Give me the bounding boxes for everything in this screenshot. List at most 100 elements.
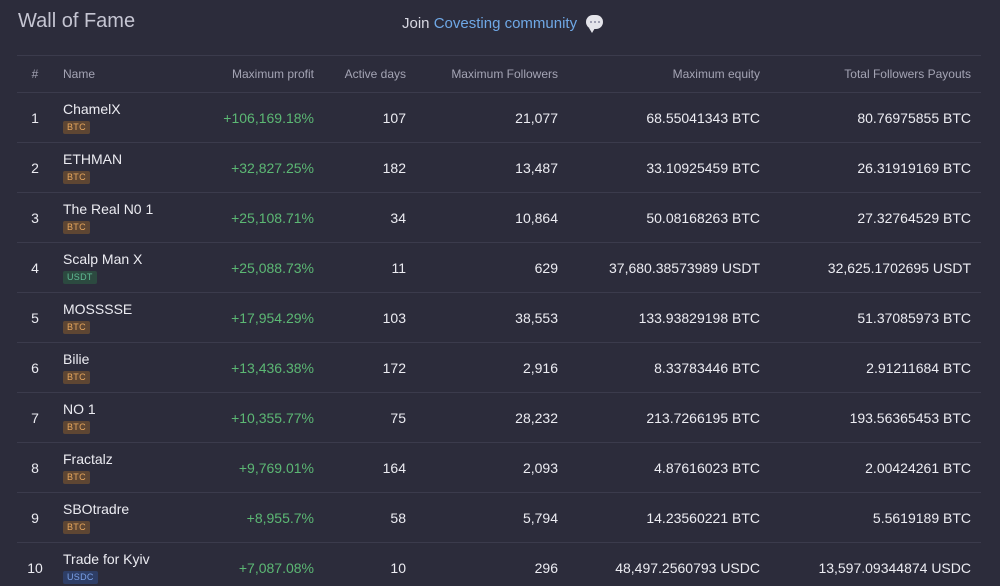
max-equity-value: 8.33783446 BTC	[654, 359, 760, 376]
table-row[interactable]: 9 SBOtradre BTC +8,955.7% 58 5,794 14.23…	[17, 493, 981, 543]
max-followers-value: 10,864	[515, 209, 558, 226]
total-payouts-value: 32,625.1702695 USDT	[827, 259, 971, 276]
currency-badge: BTC	[63, 221, 90, 234]
max-equity-value: 4.87616023 BTC	[654, 459, 760, 476]
trader-name-cell: ChamelX BTC	[53, 93, 200, 143]
max-profit-value: +17,954.29%	[231, 309, 314, 326]
currency-badge: BTC	[63, 421, 90, 434]
column-header-max-equity[interactable]: Maximum equity	[672, 67, 760, 81]
trader-name-link[interactable]: Bilie	[63, 351, 90, 367]
total-payouts-value: 2.91211684 BTC	[866, 359, 971, 376]
active-days-value: 58	[390, 509, 406, 526]
row-index: 4	[31, 259, 39, 276]
row-index: 9	[31, 509, 39, 526]
max-equity-value: 50.08168263 BTC	[646, 209, 760, 226]
table-row[interactable]: 6 Bilie BTC +13,436.38% 172 2,916 8.3378…	[17, 343, 981, 393]
max-followers-value: 2,093	[522, 459, 558, 476]
currency-badge: USDT	[63, 271, 97, 284]
column-header-total-payouts[interactable]: Total Followers Payouts	[844, 67, 971, 81]
max-equity-value: 14.23560221 BTC	[646, 509, 760, 526]
currency-badge: USDC	[63, 571, 98, 584]
max-equity-value: 48,497.2560793 USDC	[615, 559, 760, 576]
currency-badge: BTC	[63, 121, 90, 134]
column-header-max-profit[interactable]: Maximum profit	[231, 67, 314, 81]
covesting-community-link[interactable]: Covesting community	[433, 15, 578, 32]
currency-badge: BTC	[63, 471, 90, 484]
trader-name-cell: NO 1 BTC	[53, 393, 200, 443]
max-equity-value: 33.10925459 BTC	[646, 159, 760, 176]
trader-name-cell: The Real N0 1 BTC	[53, 193, 200, 243]
active-days-value: 75	[390, 409, 406, 426]
trader-name-link[interactable]: ETHMAN	[63, 151, 123, 167]
column-header-name[interactable]: Name	[63, 67, 96, 81]
trader-name-link[interactable]: The Real N0 1	[63, 201, 154, 217]
table-row[interactable]: 2 ETHMAN BTC +32,827.25% 182 13,487 33.1…	[17, 143, 981, 193]
trader-name-link[interactable]: SBOtradre	[63, 501, 130, 517]
trader-name-cell: Bilie BTC	[53, 343, 200, 393]
active-days-value: 182	[382, 159, 406, 176]
trader-name-link[interactable]: Fractalz	[63, 451, 113, 467]
trader-name-link[interactable]: Trade for Kyiv	[63, 551, 150, 567]
total-payouts-value: 27.32764529 BTC	[857, 209, 971, 226]
row-index: 7	[31, 409, 39, 426]
max-profit-value: +25,088.73%	[231, 259, 314, 276]
total-payouts-value: 13,597.09344874 USDC	[818, 559, 971, 576]
max-followers-value: 28,232	[515, 409, 558, 426]
max-followers-value: 38,553	[515, 309, 558, 326]
max-followers-value: 5,794	[522, 509, 558, 526]
table-row[interactable]: 3 The Real N0 1 BTC +25,108.71% 34 10,86…	[17, 193, 981, 243]
table-header: # Name Maximum profit Active days Maximu…	[17, 55, 981, 93]
column-header-index[interactable]: #	[31, 67, 39, 81]
total-payouts-value: 51.37085973 BTC	[857, 309, 971, 326]
max-followers-value: 2,916	[522, 359, 558, 376]
row-index: 8	[31, 459, 39, 476]
max-followers-value: 296	[534, 559, 558, 576]
total-payouts-value: 80.76975855 BTC	[857, 109, 971, 126]
trader-name-link[interactable]: ChamelX	[63, 101, 121, 117]
table-row[interactable]: 4 Scalp Man X USDT +25,088.73% 11 629 37…	[17, 243, 981, 293]
max-equity-value: 133.93829198 BTC	[638, 309, 760, 326]
max-profit-value: +7,087.08%	[238, 559, 314, 576]
max-profit-value: +13,436.38%	[231, 359, 314, 376]
row-index: 3	[31, 209, 39, 226]
currency-badge: BTC	[63, 171, 90, 184]
column-header-active-days[interactable]: Active days	[344, 67, 406, 81]
trader-name-cell: Scalp Man X USDT	[53, 243, 200, 293]
trader-name-cell: MOSSSSE BTC	[53, 293, 200, 343]
active-days-value: 10	[390, 559, 406, 576]
table-row[interactable]: 10 Trade for Kyiv USDC +7,087.08% 10 296…	[17, 543, 981, 586]
table-row[interactable]: 8 Fractalz BTC +9,769.01% 164 2,093 4.87…	[17, 443, 981, 493]
page-header: Wall of Fame Join Covesting community	[0, 0, 1000, 48]
max-profit-value: +106,169.18%	[223, 109, 314, 126]
total-payouts-value: 5.5619189 BTC	[872, 509, 971, 526]
row-index: 6	[31, 359, 39, 376]
table-body: 1 ChamelX BTC +106,169.18% 107 21,077 68…	[17, 93, 981, 586]
table-header-row: # Name Maximum profit Active days Maximu…	[17, 55, 981, 93]
active-days-value: 11	[391, 259, 406, 276]
table-row[interactable]: 1 ChamelX BTC +106,169.18% 107 21,077 68…	[17, 93, 981, 143]
chat-bubble-icon	[586, 15, 604, 33]
total-payouts-value: 2.00424261 BTC	[865, 459, 971, 476]
total-payouts-value: 193.56365453 BTC	[849, 409, 971, 426]
table-row[interactable]: 7 NO 1 BTC +10,355.77% 75 28,232 213.726…	[17, 393, 981, 443]
join-prefix-text: Join	[402, 15, 430, 32]
column-header-max-followers[interactable]: Maximum Followers	[451, 67, 558, 81]
table-row[interactable]: 5 MOSSSSE BTC +17,954.29% 103 38,553 133…	[17, 293, 981, 343]
currency-badge: BTC	[63, 521, 90, 534]
row-index: 2	[31, 159, 39, 176]
max-equity-value: 37,680.38573989 USDT	[609, 259, 760, 276]
trader-name-link[interactable]: Scalp Man X	[63, 251, 143, 267]
max-profit-value: +10,355.77%	[231, 409, 314, 426]
wall-of-fame-table: # Name Maximum profit Active days Maximu…	[17, 55, 981, 586]
row-index: 5	[31, 309, 39, 326]
trader-name-link[interactable]: MOSSSSE	[63, 301, 133, 317]
currency-badge: BTC	[63, 321, 90, 334]
max-equity-value: 68.55041343 BTC	[646, 109, 760, 126]
max-profit-value: +9,769.01%	[238, 459, 314, 476]
max-followers-value: 21,077	[515, 109, 558, 126]
max-followers-value: 13,487	[515, 159, 558, 176]
trader-name-cell: Trade for Kyiv USDC	[53, 543, 200, 586]
active-days-value: 107	[382, 109, 406, 126]
trader-name-link[interactable]: NO 1	[63, 401, 96, 417]
